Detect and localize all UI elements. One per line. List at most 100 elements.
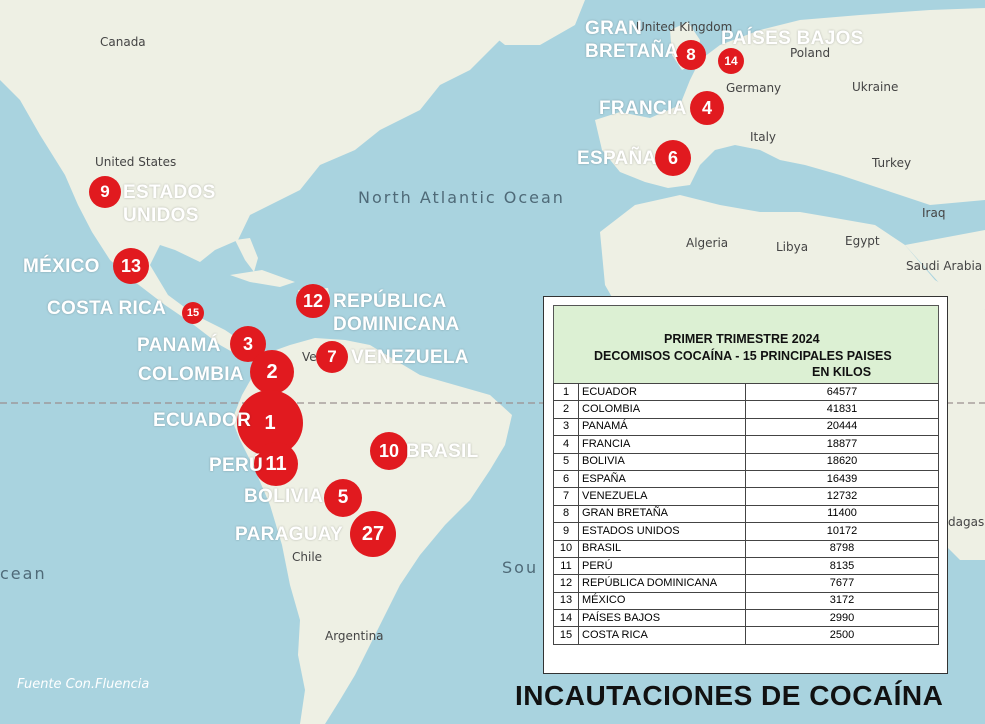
label-colombia: COLOMBIA (138, 364, 244, 385)
kilos-cell: 2990 (745, 609, 939, 628)
rank-cell: 13 (553, 591, 579, 611)
marker-brasil: 10 (370, 432, 408, 470)
arabia (905, 230, 985, 310)
marker-espana: 6 (655, 140, 691, 176)
label-paises-bajos: PAÍSES BAJOS (721, 28, 864, 49)
kilos-cell: 2500 (745, 626, 939, 645)
rank-cell: 7 (553, 487, 579, 506)
rank-cell: 14 (553, 609, 579, 628)
kilos-cell: 8135 (745, 556, 939, 576)
kilos-cell: 18620 (745, 452, 939, 471)
table-row: 12 REPÚBLICA DOMINICANA 7677 (553, 574, 939, 593)
rank-cell: 12 (553, 574, 579, 593)
rank-cell: 15 (553, 626, 579, 645)
table-row: 7 VENEZUELA 12732 (553, 487, 939, 506)
map-label-turkey: Turkey (872, 156, 912, 170)
label-mexico: MÉXICO (23, 256, 100, 277)
map-label-egypt: Egypt (845, 234, 880, 248)
kilos-cell: 18877 (745, 435, 939, 454)
rank-cell: 6 (553, 469, 579, 489)
label-brasil: BRASIL (406, 441, 479, 462)
table-row: 10 BRASIL 8798 (553, 539, 939, 558)
table-header: PRIMER TRIMESTRE 2024 DECOMISOS COCAÍNA … (553, 305, 939, 384)
kilos-cell: 11400 (745, 504, 939, 524)
map-label-poland: Poland (790, 46, 831, 60)
rank-cell: 11 (553, 556, 579, 576)
rank-cell: 3 (553, 417, 579, 437)
map-label-ukraine: Ukraine (852, 80, 899, 94)
country-cell: COLOMBIA (578, 400, 746, 419)
rank-cell: 10 (553, 539, 579, 558)
table-row: 2 COLOMBIA 41831 (553, 400, 939, 419)
seizures-table-panel: PRIMER TRIMESTRE 2024 DECOMISOS COCAÍNA … (543, 296, 948, 674)
country-cell: REPÚBLICA DOMINICANA (578, 574, 746, 593)
rank-cell: 9 (553, 522, 579, 541)
marker-paraguay: 27 (350, 511, 396, 557)
table-row: 4 FRANCIA 18877 (553, 435, 939, 454)
table-row: 11 PERÚ 8135 (553, 556, 939, 576)
label-estados-unidos: ESTADOS UNIDOS (123, 182, 216, 226)
map-label-libya: Libya (776, 240, 809, 254)
cuba (230, 270, 295, 287)
seizures-table: 1 ECUADOR 64577 2 COLOMBIA 41831 3 PANAMÁ 20444 4… (553, 382, 939, 645)
map-label-ocean-left: cean (0, 564, 47, 583)
table-row: 5 BOLIVIA 18620 (553, 452, 939, 471)
marker-estados-unidos: 9 (89, 176, 121, 208)
country-cell: VENEZUELA (578, 487, 746, 506)
country-cell: FRANCIA (578, 435, 746, 454)
country-cell: PERÚ (578, 556, 746, 576)
label-bolivia: BOLIVIA (244, 486, 324, 507)
country-cell: ESPAÑA (578, 469, 746, 489)
kilos-cell: 16439 (745, 469, 939, 489)
rank-cell: 5 (553, 452, 579, 471)
table-row: 9 ESTADOS UNIDOS 10172 (553, 522, 939, 541)
marker-francia: 4 (690, 91, 724, 125)
kilos-cell: 8798 (745, 539, 939, 558)
florida (235, 238, 258, 272)
table-row: 13 MÉXICO 3172 (553, 591, 939, 611)
country-cell: GRAN BRETAÑA (578, 504, 746, 524)
marker-venezuela: 7 (316, 341, 348, 373)
marker-colombia: 2 (250, 350, 294, 394)
country-cell: MÉXICO (578, 591, 746, 611)
europe-landmass (595, 8, 985, 205)
label-gran-bretana: GRAN BRETAÑA (585, 18, 679, 62)
label-ecuador: ECUADOR (153, 410, 252, 431)
rank-cell: 2 (553, 400, 579, 419)
table-row: 15 COSTA RICA 2500 (553, 626, 939, 645)
map-label-chile: Chile (292, 550, 323, 564)
country-cell: PANAMÁ (578, 417, 746, 437)
map-label-venezuela-fragment: Ve (302, 350, 317, 364)
map-label-argentina: Argentina (325, 629, 384, 643)
table-row: 8 GRAN BRETAÑA 11400 (553, 504, 939, 524)
label-panama: PANAMÁ (137, 335, 221, 356)
marker-paises-bajos: 14 (718, 48, 744, 74)
marker-gran-bretana: 8 (676, 40, 706, 70)
label-peru: PERÚ (209, 455, 263, 476)
map-label-germany: Germany (726, 81, 782, 95)
label-paraguay: PARAGUAY (235, 524, 343, 545)
country-cell: COSTA RICA (578, 626, 746, 645)
main-title: INCAUTACIONES DE COCAÍNA (515, 680, 944, 711)
table-row: 14 PAÍSES BAJOS 2990 (553, 609, 939, 628)
rank-cell: 4 (553, 435, 579, 454)
map-label-united-states: United States (95, 155, 177, 169)
table-title: PRIMER TRIMESTRE 2024 (664, 332, 820, 346)
kilos-cell: 12732 (745, 487, 939, 506)
country-cell: ESTADOS UNIDOS (578, 522, 746, 541)
kilos-cell: 10172 (745, 522, 939, 541)
rank-cell: 1 (553, 382, 579, 402)
label-rep-dominicana: REPÚBLICA DOMINICANA (333, 291, 460, 335)
map-label-north-atlantic: North Atlantic Ocean (358, 188, 565, 207)
map-label-italy: Italy (750, 130, 777, 144)
table-row: 6 ESPAÑA 16439 (553, 469, 939, 489)
map-label-united-kingdom: United Kingdom (636, 20, 733, 34)
label-francia: FRANCIA (599, 98, 687, 119)
map-label-canada: Canada (100, 35, 146, 49)
map-label-algeria: Algeria (686, 236, 729, 250)
country-cell: BRASIL (578, 539, 746, 558)
table-subtitle: DECOMISOS COCAÍNA - 15 PRINCIPALES PAISE… (594, 349, 892, 363)
marker-bolivia: 5 (324, 479, 362, 517)
rank-cell: 8 (553, 504, 579, 524)
madagascar (955, 470, 980, 545)
